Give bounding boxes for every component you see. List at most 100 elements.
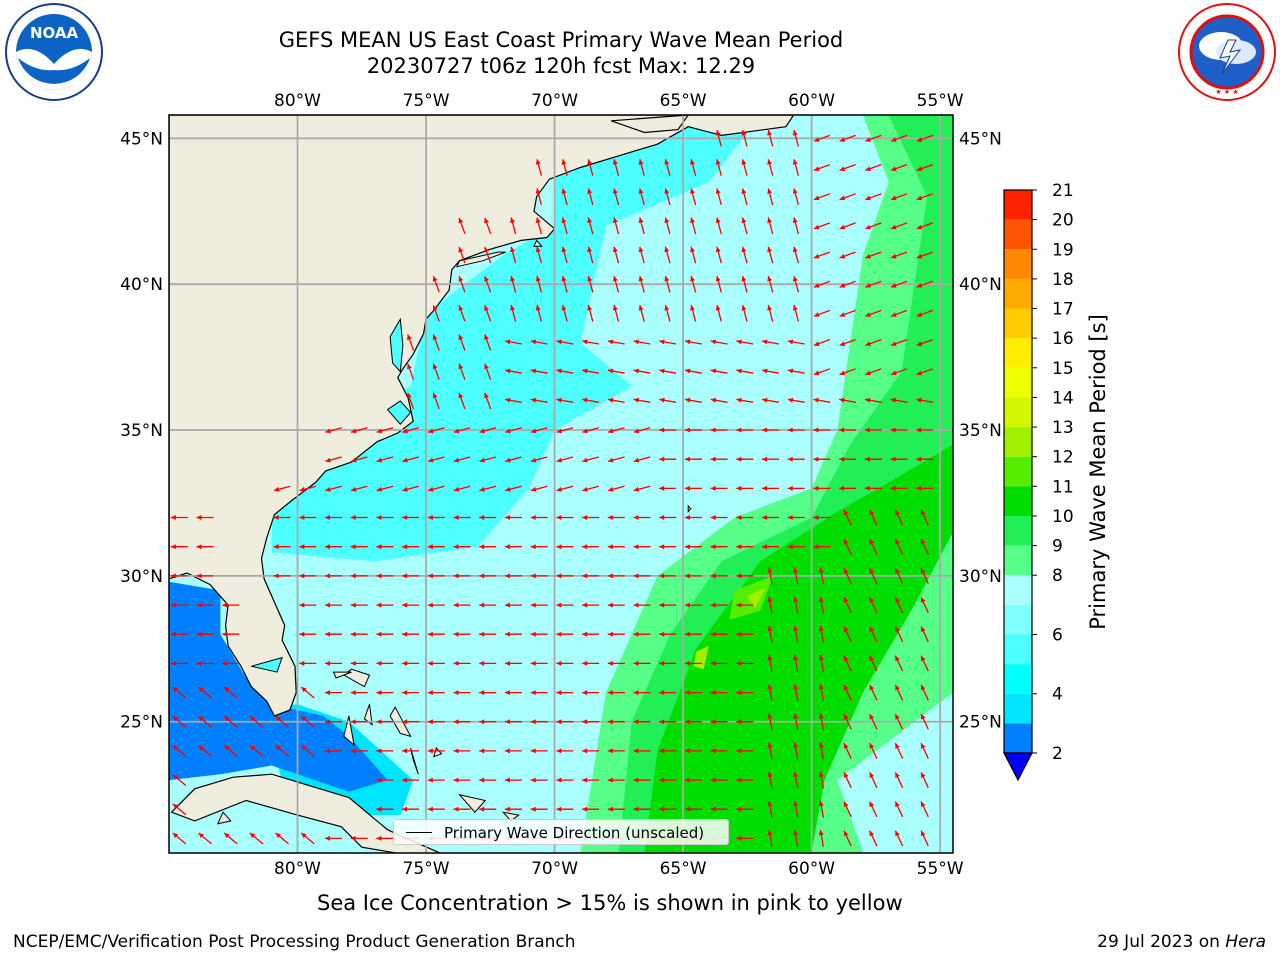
wave-arrow-head — [710, 485, 716, 491]
wave-arrow — [767, 304, 774, 322]
wave-arrow-head — [843, 568, 849, 574]
wave-arrow — [793, 625, 799, 643]
wave-arrow — [890, 456, 908, 462]
wave-arrow — [659, 602, 677, 608]
wave-arrow — [299, 631, 317, 637]
wave-arrow — [767, 159, 774, 176]
wave-arrow — [690, 246, 697, 264]
wave-arrow — [920, 801, 929, 818]
wave-arrow-head — [891, 195, 897, 201]
wave-arrow-head — [767, 830, 773, 836]
wave-arrow-head — [793, 800, 799, 807]
wave-arrow — [432, 275, 440, 293]
wave-arrow-head — [484, 363, 489, 370]
wave-arrow-head — [427, 515, 433, 520]
wave-arrow-head — [684, 748, 690, 754]
wave-arrow-head — [351, 457, 357, 463]
wave-arrow — [684, 456, 702, 462]
lon-tick-label-bottom: 75°W — [403, 859, 450, 879]
wave-arrow — [350, 835, 368, 841]
wave-arrow-head — [504, 777, 510, 783]
wave-arrow-head — [170, 602, 176, 608]
wave-arrow-head — [458, 305, 464, 311]
wave-arrow — [479, 777, 497, 783]
wave-arrow — [813, 309, 831, 317]
wave-arrow — [684, 660, 702, 666]
wave-arrow-head — [273, 544, 279, 550]
wave-arrow — [582, 690, 600, 696]
wave-arrow-head — [453, 806, 459, 812]
wave-arrow-head — [453, 660, 459, 666]
wave-arrow-head — [325, 835, 330, 841]
wave-arrow — [916, 397, 934, 403]
wave-arrow — [633, 397, 651, 403]
wave-arrow-head — [376, 428, 383, 434]
wave-arrow-head — [685, 368, 691, 374]
wave-arrow — [916, 456, 934, 462]
colorbar-tick-label: 2 — [1052, 744, 1063, 764]
wave-arrow — [715, 246, 722, 264]
wave-arrow-head — [530, 719, 536, 725]
wave-arrow-head — [402, 457, 408, 463]
wave-arrow-head — [633, 806, 639, 812]
wave-arrow — [505, 485, 522, 492]
wave-arrow-head — [818, 596, 824, 602]
wave-arrow — [659, 573, 677, 579]
wave-arrow-head — [172, 833, 179, 839]
wave-arrow — [607, 368, 625, 374]
wave-arrow-head — [505, 397, 511, 403]
wave-arrow-head — [299, 631, 305, 637]
wave-arrow — [612, 188, 620, 206]
wave-arrow — [869, 655, 878, 672]
colorbar-segment — [1004, 486, 1032, 516]
wave-arrow — [659, 397, 677, 403]
wave-arrow-head — [710, 339, 717, 345]
wave-arrow-head — [736, 544, 742, 550]
wave-arrow-head — [587, 217, 593, 224]
footer-date: 29 Jul 2023 on Hera — [1097, 932, 1266, 952]
wave-arrow-head — [921, 539, 926, 545]
wave-arrow — [582, 660, 600, 666]
wave-arrow-head — [792, 305, 798, 311]
wave-arrow-head — [736, 748, 742, 754]
wave-arrow — [453, 690, 471, 696]
wave-arrow — [325, 544, 342, 550]
wave-arrow — [222, 602, 240, 608]
wave-arrow — [427, 690, 445, 696]
wave-arrow-head — [869, 655, 875, 662]
colorbar-tick-label: 4 — [1052, 685, 1063, 705]
wave-arrow — [453, 806, 471, 812]
wave-arrow — [587, 246, 594, 264]
wave-arrow — [633, 339, 651, 345]
wave-arrow-head — [865, 283, 871, 288]
wave-arrow — [561, 217, 568, 235]
wave-arrow-head — [556, 602, 562, 608]
wave-arrow-head — [504, 515, 510, 520]
wave-arrow-head — [891, 312, 897, 317]
wave-arrow-head — [767, 742, 773, 748]
wave-arrow-head — [762, 485, 767, 491]
wave-arrow-head — [299, 515, 305, 520]
wave-arrow — [325, 690, 342, 696]
wave-arrow — [587, 188, 594, 206]
wave-arrow-head — [224, 833, 230, 839]
wave-arrow — [407, 334, 415, 351]
wave-arrow — [869, 684, 878, 701]
island — [410, 747, 419, 775]
wave-arrow — [741, 275, 748, 293]
wave-arrow-head — [170, 660, 176, 666]
wave-arrow — [479, 660, 497, 666]
wave-arrow-head — [787, 339, 794, 345]
wave-arrow-head — [767, 800, 773, 807]
wave-arrow-head — [793, 567, 799, 573]
wave-arrow — [684, 544, 702, 550]
wave-arrow — [607, 631, 625, 637]
colorbar-tick-label: 9 — [1052, 537, 1063, 557]
wave-arrow-head — [839, 370, 846, 376]
wave-arrow-head — [715, 159, 721, 165]
wave-arrow — [767, 800, 773, 818]
wave-arrow — [916, 338, 933, 347]
wave-arrow-head — [196, 631, 202, 637]
wave-arrow — [890, 251, 908, 259]
wave-arrow — [894, 713, 904, 730]
